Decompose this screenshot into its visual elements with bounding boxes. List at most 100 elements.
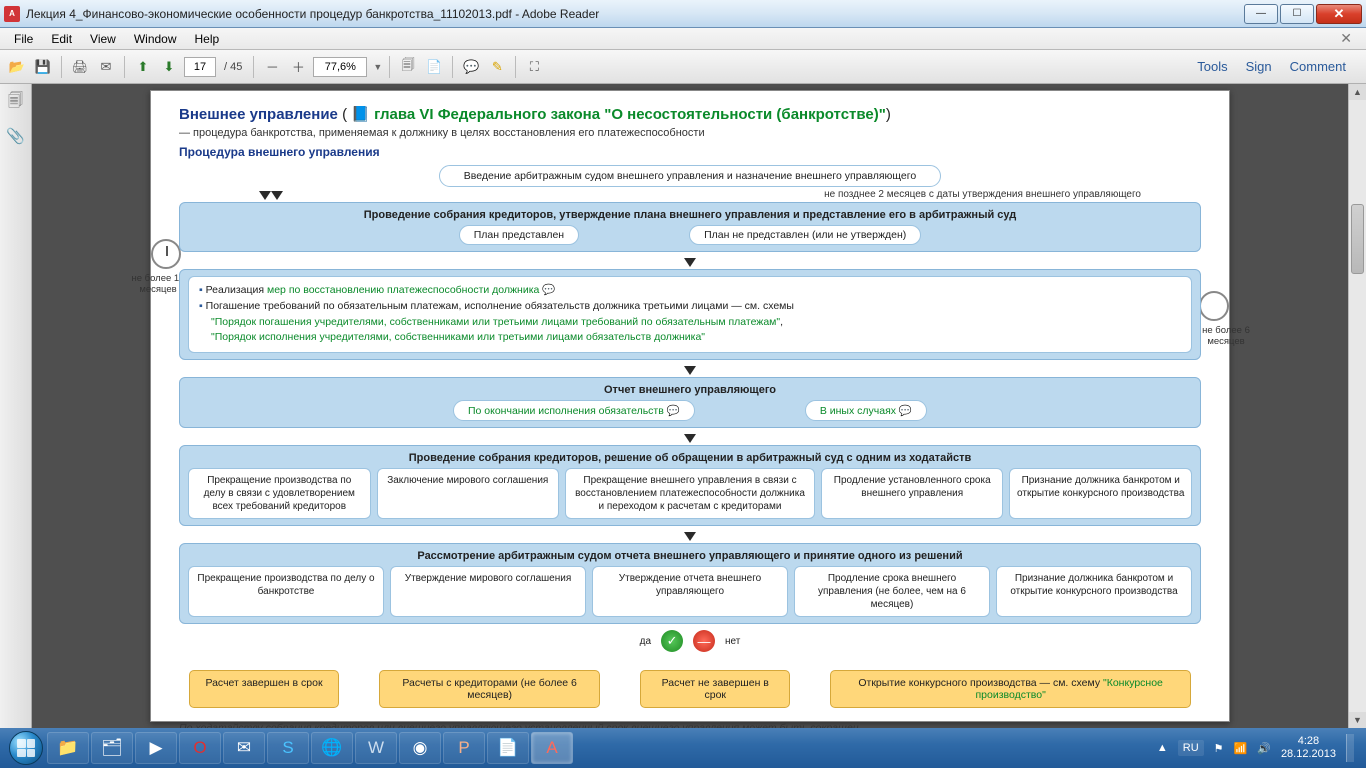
opt-6-4: Продление срока внешнего управления (не … (794, 566, 990, 617)
task-ppt-icon[interactable]: P (443, 732, 485, 764)
note-mid: не позднее 2 месяцев с даты утверждения … (283, 189, 1141, 200)
page-number-input[interactable] (184, 57, 216, 77)
page-up-icon[interactable]: ⬆ (132, 56, 154, 78)
left-rail: 🗐 📎 (0, 84, 32, 728)
show-desktop[interactable] (1346, 734, 1354, 762)
doc-title: Внешнее управление ( 📘 глава VI Федераль… (179, 105, 1201, 123)
note-right: не более 6 месяцев (1193, 325, 1259, 348)
app-icon: A (4, 6, 20, 22)
task-skype-icon[interactable]: S (267, 732, 309, 764)
opt-5-4: Продление установленного срока внешнего … (821, 468, 1004, 519)
scroll-down-icon[interactable]: ▼ (1349, 712, 1366, 728)
box-meeting: Проведение собрания кредиторов, утвержде… (179, 202, 1201, 252)
clock-left-icon (151, 239, 181, 269)
box-intro: Введение арбитражным судом внешнего упра… (439, 165, 941, 187)
comment-link[interactable]: Comment (1290, 59, 1346, 74)
thumbnails-icon[interactable]: 🗐 (6, 92, 26, 112)
plan-not-presented: План не представлен (или не утвержден) (689, 225, 921, 245)
save-icon[interactable]: 💾 (32, 56, 54, 78)
outcome-2: Расчеты с кредиторами (не более 6 месяце… (379, 670, 600, 708)
task-doc-icon[interactable]: 📄 (487, 732, 529, 764)
scrollbar[interactable]: ▲ ▼ (1348, 84, 1366, 728)
sign-link[interactable]: Sign (1246, 59, 1272, 74)
box-report: Отчет внешнего управляющего По окончании… (179, 377, 1201, 428)
menu-view[interactable]: View (82, 30, 124, 48)
comment-icon[interactable]: 💬 (460, 56, 482, 78)
task-folder-icon[interactable]: 🗂 (91, 732, 133, 764)
maximize-button[interactable]: ☐ (1280, 4, 1314, 24)
menu-window[interactable]: Window (126, 30, 185, 48)
arrow-icon (684, 532, 696, 541)
scroll-thumb[interactable] (1351, 204, 1364, 274)
zoom-in-icon[interactable]: ＋ (287, 56, 309, 78)
outcome-1: Расчет завершен в срок (189, 670, 339, 708)
no-icon: — (693, 630, 715, 652)
system-tray: ▲ RU ⚑ 📶 🔊 4:28 28.12.2013 (1157, 734, 1360, 762)
arrow-icon (684, 366, 696, 375)
opt-6-2: Утверждение мирового соглашения (390, 566, 586, 617)
toolbar: 📂 💾 🖨 ✉ ⬆ ⬇ / 45 － ＋ ▼ 🗐 📄 💬 ✎ ⛶ Tools S… (0, 50, 1366, 84)
opt-6-5: Признание должника банкротом и открытие … (996, 566, 1192, 617)
tray-net-icon[interactable]: 📶 (1234, 742, 1248, 755)
scroll-up-icon[interactable]: ▲ (1349, 84, 1366, 100)
tool-b-icon[interactable]: 📄 (423, 56, 445, 78)
start-button[interactable] (6, 728, 46, 768)
document-area: Внешнее управление ( 📘 глава VI Федераль… (32, 84, 1348, 728)
section-heading: Процедура внешнего управления (179, 145, 1201, 159)
zoom-input[interactable] (313, 57, 367, 77)
report-other: В иных случаях 💬 (805, 400, 927, 421)
arrow-icon (259, 191, 271, 200)
yes-icon: ✓ (661, 630, 683, 652)
minimize-button[interactable]: — (1244, 4, 1278, 24)
fullscreen-icon[interactable]: ⛶ (523, 56, 545, 78)
open-icon[interactable]: 📂 (6, 56, 28, 78)
outcome-4: Открытие конкурсного производства — см. … (830, 670, 1191, 708)
tools-link[interactable]: Tools (1197, 59, 1227, 74)
arrow-icon (684, 258, 696, 267)
menu-file[interactable]: File (6, 30, 41, 48)
tray-clock[interactable]: 4:28 28.12.2013 (1281, 735, 1336, 761)
zoom-out-icon[interactable]: － (261, 56, 283, 78)
page-down-icon[interactable]: ⬇ (158, 56, 180, 78)
task-adobe-icon[interactable]: A (531, 732, 573, 764)
task-opera-icon[interactable]: O (179, 732, 221, 764)
opt-5-3: Прекращение внешнего управления в связи … (565, 468, 815, 519)
box-creditors-meeting: Проведение собрания кредиторов, решение … (179, 445, 1201, 526)
tool-a-icon[interactable]: 🗐 (397, 56, 419, 78)
opt-5-1: Прекращение производства по делу в связи… (188, 468, 371, 519)
task-media-icon[interactable]: ▶ (135, 732, 177, 764)
task-word-icon[interactable]: W (355, 732, 397, 764)
box-measures: Реализация мер по восстановлению платеже… (179, 269, 1201, 360)
highlight-icon[interactable]: ✎ (486, 56, 508, 78)
tray-lang[interactable]: RU (1178, 740, 1204, 756)
report-done: По окончании исполнения обязательств 💬 (453, 400, 695, 421)
window-titlebar: A Лекция 4_Финансово-экономические особе… (0, 0, 1366, 28)
outcome-3: Расчет не завершен в срок (640, 670, 790, 708)
opt-6-1: Прекращение производства по делу о банкр… (188, 566, 384, 617)
outcome-row: Расчет завершен в срок Расчеты с кредито… (189, 670, 1191, 708)
page-total: / 45 (224, 61, 242, 73)
workspace: 🗐 📎 Внешнее управление ( 📘 глава VI Феде… (0, 84, 1366, 728)
opt-5-2: Заключение мирового соглашения (377, 468, 560, 519)
opt-5-5: Признание должника банкротом и открытие … (1009, 468, 1192, 519)
task-hp-icon[interactable]: ◉ (399, 732, 441, 764)
window-title: Лекция 4_Финансово-экономические особенн… (26, 7, 1242, 21)
menu-close-icon[interactable]: ✕ (1332, 28, 1360, 49)
mail-icon[interactable]: ✉ (95, 56, 117, 78)
tray-flag-icon[interactable]: ⚑ (1214, 742, 1224, 755)
task-mail-icon[interactable]: ✉ (223, 732, 265, 764)
menu-help[interactable]: Help (187, 30, 228, 48)
menubar: File Edit View Window Help ✕ (0, 28, 1366, 50)
attachments-icon[interactable]: 📎 (6, 126, 26, 146)
task-chrome-icon[interactable]: 🌐 (311, 732, 353, 764)
tray-vol-icon[interactable]: 🔊 (1257, 742, 1271, 755)
close-button[interactable]: ✕ (1316, 4, 1362, 24)
task-explorer-icon[interactable]: 📁 (47, 732, 89, 764)
doc-subtitle: — процедура банкротства, применяемая к д… (179, 127, 1201, 139)
print-icon[interactable]: 🖨 (69, 56, 91, 78)
arrow-icon (271, 191, 283, 200)
taskbar: 📁 🗂 ▶ O ✉ S 🌐 W ◉ P 📄 A ▲ RU ⚑ 📶 🔊 4:28 … (0, 728, 1366, 768)
menu-edit[interactable]: Edit (43, 30, 80, 48)
tray-up-icon[interactable]: ▲ (1157, 742, 1168, 754)
arrow-icon (684, 434, 696, 443)
